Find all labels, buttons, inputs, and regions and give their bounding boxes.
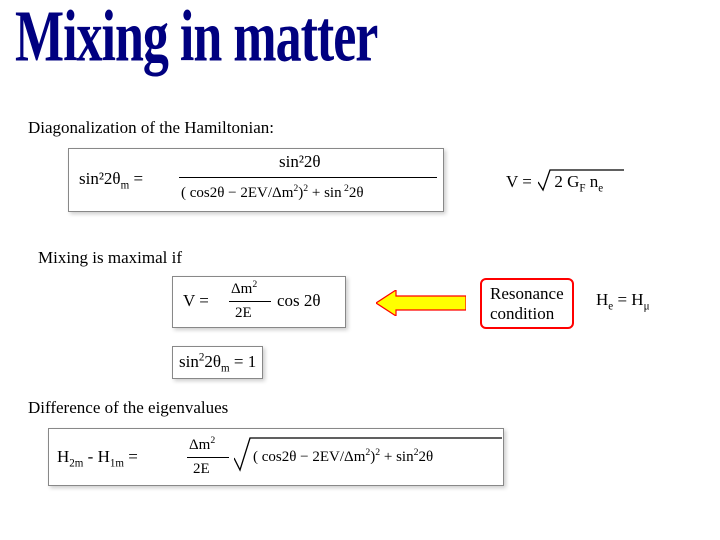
eq1-lhs: sin²2θm =: [79, 169, 143, 191]
eq4-fracline: [187, 457, 229, 458]
section-eigenvalues: Difference of the eigenvalues: [28, 398, 228, 418]
eq4-lhs: H2m - H1m =: [57, 447, 138, 469]
eq2-box: V = Δm2 2E cos 2θ: [172, 276, 346, 328]
resonance-line2: condition: [490, 304, 564, 324]
resonance-arrow-icon: [376, 290, 466, 316]
page-title: Mixing in matter: [15, 0, 377, 79]
eq1-den: ( cos2θ − 2EV/Δm2)2 + sin 22θ: [181, 183, 364, 202]
eq4-num: Δm2: [189, 435, 215, 454]
eq2-fracline: [229, 301, 271, 302]
resonance-condition-box: Resonance condition: [480, 278, 574, 329]
eq1-fracline: [179, 177, 437, 178]
eq2-lhs: V =: [183, 291, 209, 311]
eq2-den: 2E: [235, 305, 252, 322]
section-mixing-maximal: Mixing is maximal if: [38, 248, 182, 268]
eq-He-Hmu: He = Hμ: [596, 290, 650, 312]
title-text: Mixing in matter: [15, 0, 377, 77]
eq4-den: 2E: [193, 461, 210, 478]
eq2-num: Δm2: [231, 279, 257, 298]
eq2-rhs: cos 2θ: [277, 291, 321, 311]
eq3-box: sin22θm = 1: [172, 346, 263, 379]
eq4-sqrt: [234, 434, 502, 474]
eq1-box: sin²2θm = sin²2θ ( cos2θ − 2EV/Δm2)2 + s…: [68, 148, 444, 212]
eq1-num: sin²2θ: [279, 152, 321, 172]
eq3: sin22θm = 1: [179, 352, 256, 371]
resonance-line1: Resonance: [490, 284, 564, 304]
section-diagonalization: Diagonalization of the Hamiltonian:: [28, 118, 274, 138]
eqV: V = 2 GF ne: [506, 172, 603, 194]
